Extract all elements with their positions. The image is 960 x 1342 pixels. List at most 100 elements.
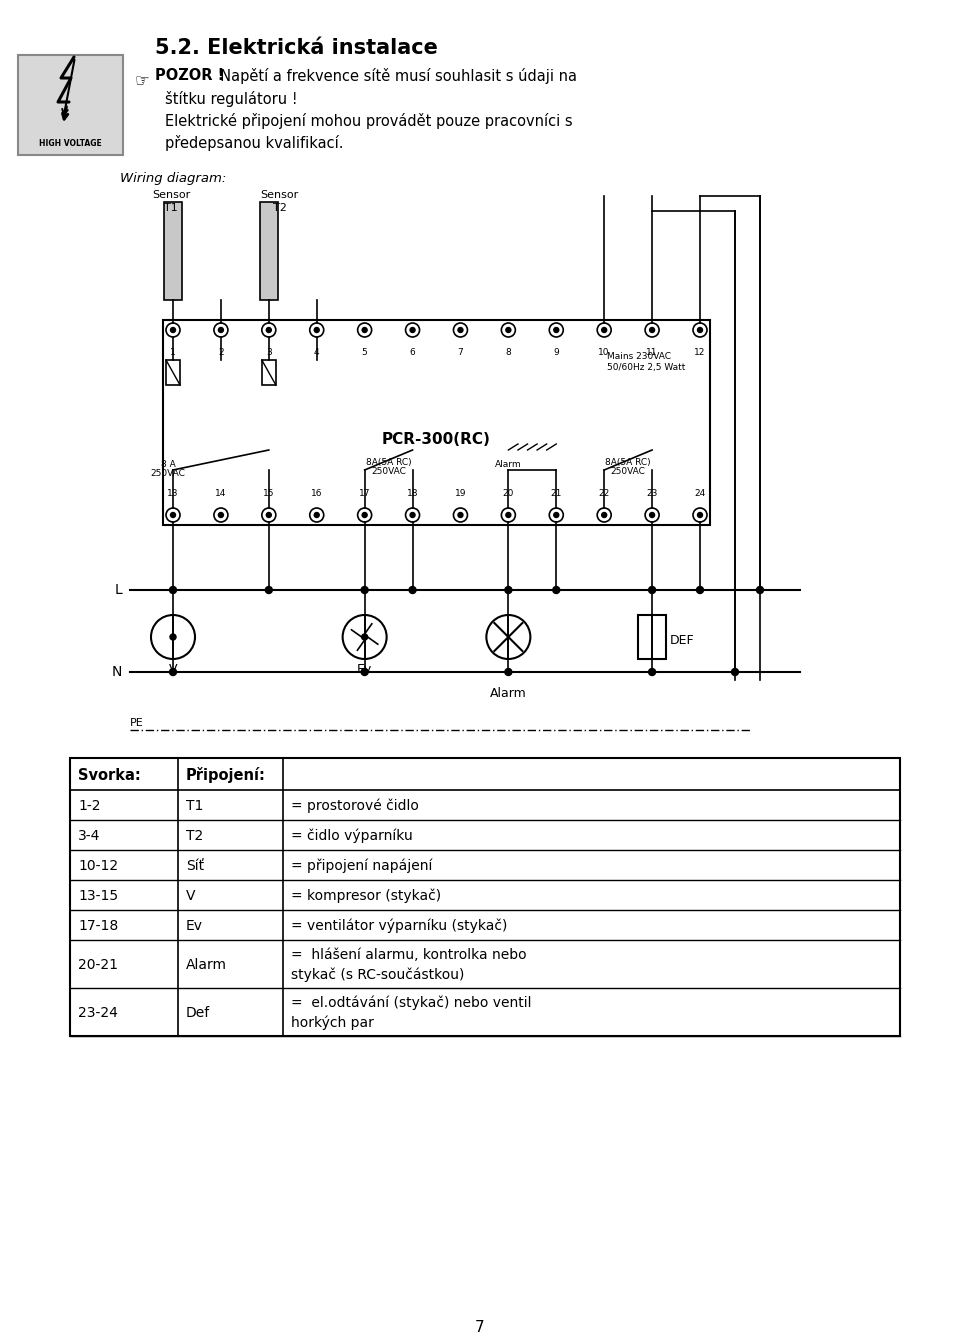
Circle shape xyxy=(171,327,176,333)
Text: 16: 16 xyxy=(311,488,323,498)
Text: Alarm: Alarm xyxy=(186,958,227,972)
Circle shape xyxy=(219,327,224,333)
Text: 13: 13 xyxy=(167,488,179,498)
Text: V: V xyxy=(186,888,196,903)
Text: 8 A: 8 A xyxy=(160,460,176,468)
Text: L: L xyxy=(114,582,122,597)
Text: 250VAC: 250VAC xyxy=(611,467,645,476)
Text: Alarm: Alarm xyxy=(495,460,521,468)
Text: Ev: Ev xyxy=(357,663,372,676)
Circle shape xyxy=(506,513,511,518)
Circle shape xyxy=(362,513,367,518)
Text: Ev: Ev xyxy=(186,919,203,933)
Text: 13-15: 13-15 xyxy=(78,888,118,903)
Text: PE: PE xyxy=(130,718,144,727)
Circle shape xyxy=(458,513,463,518)
Circle shape xyxy=(361,668,368,675)
Text: 7: 7 xyxy=(458,348,464,357)
Text: Připojení:: Připojení: xyxy=(186,768,266,782)
Text: T1: T1 xyxy=(186,798,204,813)
Text: 3: 3 xyxy=(266,348,272,357)
Text: 2: 2 xyxy=(218,348,224,357)
Text: 22: 22 xyxy=(598,488,610,498)
Text: horkých par: horkých par xyxy=(291,1015,373,1029)
Circle shape xyxy=(170,633,176,640)
Circle shape xyxy=(698,513,703,518)
Text: = čidlo výparníku: = čidlo výparníku xyxy=(291,829,413,843)
Circle shape xyxy=(756,586,763,593)
Circle shape xyxy=(170,668,177,675)
Text: T2: T2 xyxy=(186,829,204,843)
Text: 11: 11 xyxy=(646,348,658,357)
Text: 5: 5 xyxy=(362,348,368,357)
Circle shape xyxy=(505,586,512,593)
Circle shape xyxy=(266,513,272,518)
Circle shape xyxy=(553,586,560,593)
Text: 20-21: 20-21 xyxy=(78,958,118,972)
Text: Napětí a frekvence sítě musí souhlasit s údaji na: Napětí a frekvence sítě musí souhlasit s… xyxy=(211,68,577,85)
Circle shape xyxy=(314,327,320,333)
Bar xyxy=(262,360,276,385)
Text: DEF: DEF xyxy=(670,633,695,647)
Text: 20: 20 xyxy=(503,488,514,498)
Text: Sensor: Sensor xyxy=(152,191,190,200)
Text: 8A(5A RC): 8A(5A RC) xyxy=(606,458,651,467)
Circle shape xyxy=(650,513,655,518)
Text: =  el.odtávání (stykač) nebo ventil: = el.odtávání (stykač) nebo ventil xyxy=(291,996,532,1011)
Circle shape xyxy=(410,327,415,333)
Text: N: N xyxy=(111,666,122,679)
Text: = ventilátor výparníku (stykač): = ventilátor výparníku (stykač) xyxy=(291,919,508,933)
Text: Sensor: Sensor xyxy=(261,191,299,200)
Circle shape xyxy=(602,327,607,333)
Text: 18: 18 xyxy=(407,488,419,498)
Circle shape xyxy=(362,327,367,333)
Circle shape xyxy=(697,586,704,593)
Bar xyxy=(638,615,666,659)
Circle shape xyxy=(458,327,463,333)
Text: 14: 14 xyxy=(215,488,227,498)
Text: 50/60Hz 2,5 Watt: 50/60Hz 2,5 Watt xyxy=(607,362,685,372)
Circle shape xyxy=(554,513,559,518)
Text: 10: 10 xyxy=(598,348,610,357)
Text: 1-2: 1-2 xyxy=(78,798,101,813)
Text: 15: 15 xyxy=(263,488,275,498)
Text: PCR-300(RC): PCR-300(RC) xyxy=(382,432,491,447)
Circle shape xyxy=(506,327,511,333)
Circle shape xyxy=(219,513,224,518)
Text: Elektrické připojení mohou provádět pouze pracovníci s: Elektrické připojení mohou provádět pouz… xyxy=(165,113,572,129)
Text: 250VAC: 250VAC xyxy=(151,468,185,478)
Text: 6: 6 xyxy=(410,348,416,357)
Circle shape xyxy=(265,586,273,593)
Bar xyxy=(70,758,900,1036)
Circle shape xyxy=(171,513,176,518)
Text: 17: 17 xyxy=(359,488,371,498)
Text: 250VAC: 250VAC xyxy=(372,467,406,476)
Circle shape xyxy=(362,633,368,640)
Text: Síť: Síť xyxy=(186,859,204,874)
Text: ☞: ☞ xyxy=(135,72,150,90)
Text: 8A(5A RC): 8A(5A RC) xyxy=(366,458,412,467)
Text: V: V xyxy=(169,663,178,676)
Bar xyxy=(164,203,182,301)
Text: = kompresor (stykač): = kompresor (stykač) xyxy=(291,888,442,903)
Circle shape xyxy=(649,586,656,593)
Text: 23-24: 23-24 xyxy=(78,1006,118,1020)
Text: Alarm: Alarm xyxy=(490,687,527,701)
Bar xyxy=(163,319,710,525)
Circle shape xyxy=(505,668,512,675)
Text: štítku regulátoru !: štítku regulátoru ! xyxy=(165,91,298,107)
Text: Wiring diagram:: Wiring diagram: xyxy=(120,172,227,185)
Text: předepsanou kvalifikací.: předepsanou kvalifikací. xyxy=(165,136,344,152)
Text: 1: 1 xyxy=(170,348,176,357)
Text: 10-12: 10-12 xyxy=(78,859,118,874)
Text: POZOR !: POZOR ! xyxy=(155,68,225,83)
Circle shape xyxy=(649,668,656,675)
Circle shape xyxy=(698,327,703,333)
Circle shape xyxy=(650,327,655,333)
Text: Def: Def xyxy=(186,1006,210,1020)
Text: 23: 23 xyxy=(646,488,658,498)
Text: 4: 4 xyxy=(314,348,320,357)
Bar xyxy=(260,203,277,301)
Text: Mains 230VAC: Mains 230VAC xyxy=(607,352,671,361)
Text: T2: T2 xyxy=(273,203,287,213)
